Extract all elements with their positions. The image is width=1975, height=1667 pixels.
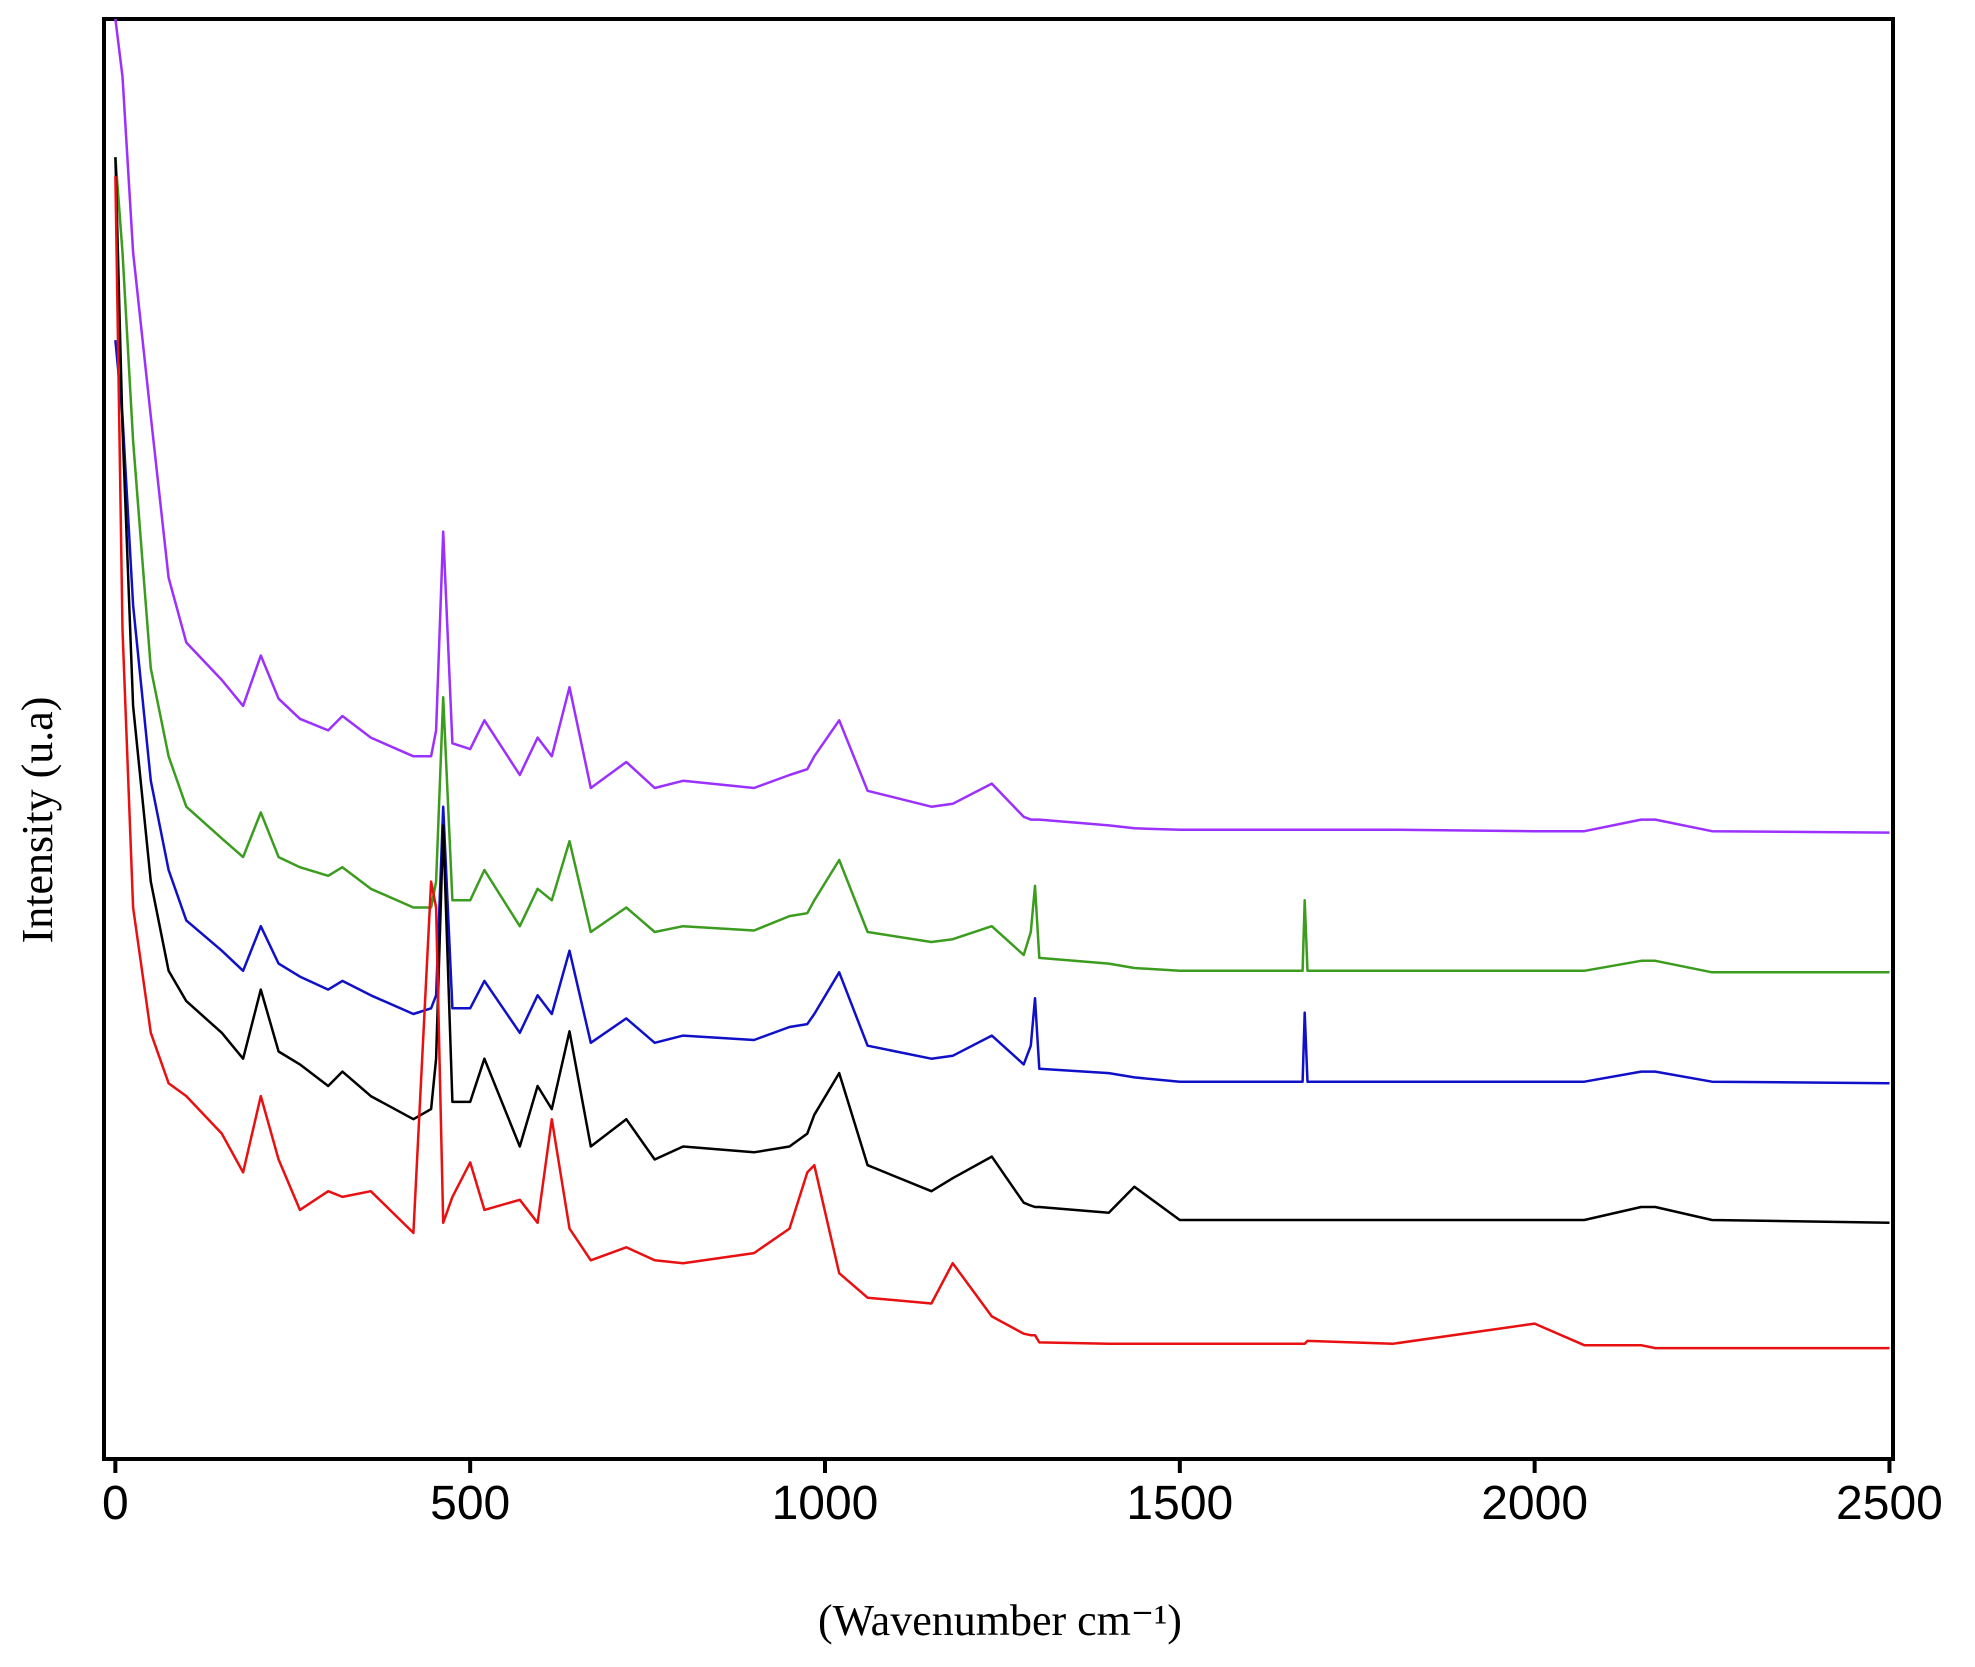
x-tick-label: 500 [430,1477,510,1530]
x-tick-label: 2500 [1836,1477,1943,1530]
spectrum-line [114,18,1890,834]
x-tick-label: 0 [102,1477,129,1530]
x-axis-label: (Wavenumber cm⁻¹) [818,1596,1182,1645]
spectrum-line [114,157,1890,974]
x-tick-label: 1500 [1126,1477,1233,1530]
spectrum-line [114,157,1890,1225]
y-axis-label: Intensity (u.a) [13,697,62,944]
spectrum-line [114,175,1890,1350]
plot-frame [102,17,1895,1461]
x-tick-label: 2000 [1481,1477,1588,1530]
x-tick-label: 1000 [772,1477,879,1530]
spectrum-line [114,339,1890,1085]
